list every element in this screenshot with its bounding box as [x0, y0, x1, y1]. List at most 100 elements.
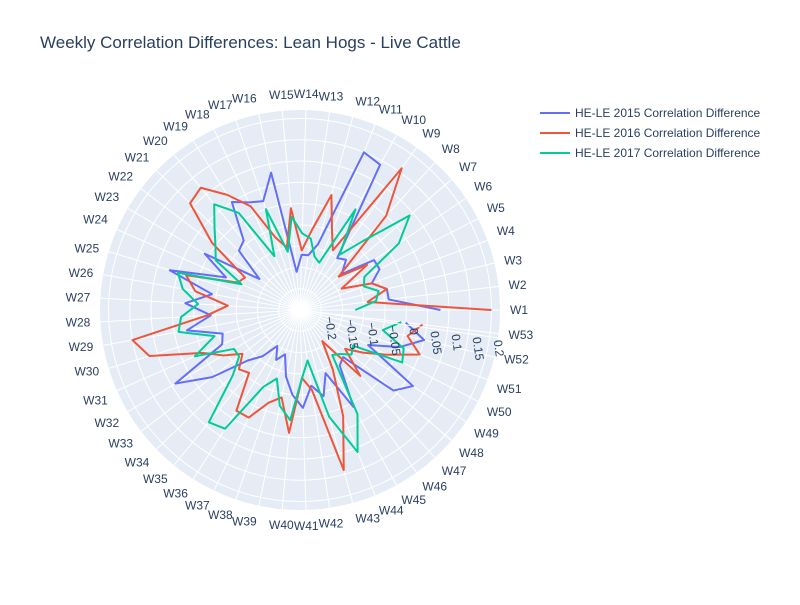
- legend-item[interactable]: HE-LE 2015 Correlation Difference: [540, 106, 761, 120]
- angular-tick-label: W1: [510, 303, 528, 317]
- angular-tick-label: W30: [74, 364, 99, 378]
- angular-tick-label: W35: [143, 472, 168, 486]
- angular-gridline: [173, 154, 301, 311]
- angular-gridline: [173, 309, 301, 466]
- angular-gridline: [299, 309, 331, 508]
- angular-tick-label: W48: [459, 446, 484, 460]
- angular-tick-label: W53: [509, 328, 534, 342]
- legend-item[interactable]: HE-LE 2016 Correlation Difference: [540, 126, 761, 140]
- radial-tick-label: −0.15: [343, 318, 361, 350]
- angular-tick-label: W21: [125, 151, 150, 165]
- angular-tick-label: W11: [379, 102, 403, 116]
- radial-tick-label: 0.05: [427, 330, 444, 355]
- angular-tick-label: W49: [474, 426, 499, 440]
- angular-tick-label: W28: [66, 315, 91, 329]
- angular-gridline: [299, 110, 307, 311]
- angular-tick-label: W37: [185, 499, 210, 513]
- angular-tick-label: W13: [319, 89, 344, 103]
- legend-item[interactable]: HE-LE 2017 Correlation Difference: [540, 146, 761, 160]
- angular-tick-label: W24: [83, 212, 108, 226]
- angular-gridline: [116, 228, 301, 311]
- angular-gridline: [281, 309, 301, 510]
- angular-gridline: [299, 309, 488, 381]
- angular-gridline: [100, 309, 301, 323]
- chart-title: Weekly Correlation Differences: Lean Hog…: [40, 33, 461, 52]
- angular-tick-label: W50: [487, 405, 512, 419]
- angular-gridline: [127, 309, 301, 413]
- angular-gridline: [299, 162, 436, 311]
- angular-tick-label: W15: [269, 88, 294, 102]
- angular-tick-label: W33: [108, 436, 133, 450]
- angular-tick-label: W14: [294, 87, 319, 101]
- legend-label: HE-LE 2017 Correlation Difference: [575, 146, 761, 160]
- angular-tick-label: W18: [185, 107, 210, 121]
- angular-tick-label: W22: [108, 170, 133, 184]
- angular-gridline: [156, 309, 301, 450]
- angular-gridline: [192, 140, 301, 311]
- angular-gridline: [299, 239, 488, 311]
- radial-tick-label: 0.2: [491, 339, 507, 358]
- angular-gridline: [156, 170, 301, 311]
- radial-tick-label: 0: [406, 327, 421, 336]
- angular-tick-label: W10: [401, 113, 426, 127]
- angular-tick-label: W7: [459, 160, 477, 174]
- angular-tick-label: W34: [125, 455, 150, 469]
- angular-gridline: [299, 309, 436, 458]
- angular-tick-label: W36: [163, 487, 188, 501]
- angular-gridline: [100, 297, 301, 311]
- angular-tick-label: W8: [442, 142, 460, 156]
- radial-tick-label: −0.1: [364, 321, 381, 347]
- angular-gridline: [299, 262, 495, 311]
- angular-gridline: [299, 309, 397, 486]
- series-line-1[interactable]: [168, 151, 441, 409]
- angular-tick-label: W46: [422, 480, 447, 494]
- angular-tick-label: W25: [74, 242, 99, 256]
- angular-tick-label: W41: [294, 519, 319, 533]
- angular-tick-label: W9: [422, 126, 440, 140]
- angular-tick-label: W26: [69, 266, 94, 280]
- angular-gridline: [299, 309, 418, 473]
- series-line-2[interactable]: [131, 167, 492, 472]
- angular-gridline: [299, 218, 479, 311]
- angular-tick-label: W12: [355, 94, 380, 108]
- angular-gridline: [258, 114, 301, 311]
- angular-tick-label: W47: [442, 464, 467, 478]
- angular-tick-label: W23: [94, 190, 119, 204]
- angular-gridline: [140, 188, 301, 311]
- angular-tick-label: W44: [379, 504, 404, 518]
- angular-gridline: [213, 129, 301, 311]
- angular-gridline: [258, 309, 301, 506]
- angular-tick-label: W16: [232, 92, 257, 106]
- angular-tick-label: W29: [69, 340, 94, 354]
- angular-gridline: [299, 309, 495, 358]
- radial-tick-label: 0.15: [470, 336, 487, 361]
- angular-tick-label: W3: [504, 254, 522, 268]
- angular-tick-label: W27: [66, 291, 91, 305]
- radial-axis-line: [299, 309, 499, 339]
- angular-gridline: [127, 207, 301, 311]
- angular-tick-label: W52: [504, 352, 529, 366]
- angular-tick-label: W51: [497, 382, 522, 396]
- angular-tick-label: W2: [509, 278, 527, 292]
- legend-label: HE-LE 2016 Correlation Difference: [575, 126, 761, 140]
- angular-gridline: [299, 197, 467, 311]
- angular-tick-label: W5: [487, 201, 505, 215]
- angular-tick-label: W31: [83, 394, 108, 408]
- legend-label: HE-LE 2015 Correlation Difference: [575, 106, 761, 120]
- series-line-3[interactable]: [176, 203, 411, 453]
- angular-tick-label: W40: [269, 518, 294, 532]
- angular-gridline: [299, 112, 331, 311]
- angular-gridline: [213, 309, 301, 491]
- angular-gridline: [299, 285, 499, 311]
- angular-tick-label: W19: [163, 119, 188, 133]
- radial-tick-label: 0.1: [449, 333, 465, 352]
- angular-gridline: [108, 251, 301, 311]
- angular-gridline: [192, 309, 301, 480]
- angular-tick-label: W4: [497, 224, 515, 238]
- angular-gridline: [235, 309, 301, 500]
- angular-gridline: [299, 309, 452, 441]
- angular-gridline: [103, 274, 301, 311]
- angular-gridline: [140, 309, 301, 432]
